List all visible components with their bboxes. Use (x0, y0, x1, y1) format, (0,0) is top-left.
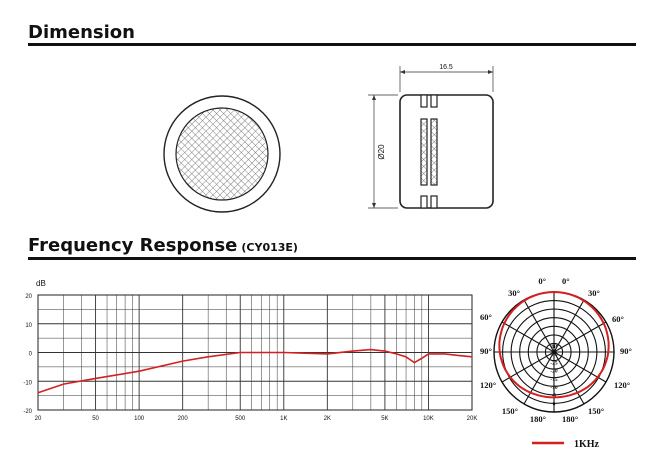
y-tick-label: -20 (23, 409, 32, 415)
polar-angle-label: 0° (562, 276, 570, 286)
polar-angle-label: 60° (612, 314, 624, 324)
polar-ring-label: -30 (550, 352, 558, 358)
polar-pattern-chart: dB -30 -25 -20 -15 -10 -5 0 0° 0° 30° 30° 60° 60° 90°… (480, 276, 632, 450)
capsule-side-slots (420, 118, 438, 186)
y-tick-label: 10 (25, 323, 32, 329)
polar-spokes (494, 292, 614, 412)
dimension-heading: Dimension (28, 22, 135, 43)
frequency-response-curve (37, 348, 473, 394)
polar-ring-label: -20 (550, 369, 558, 375)
polar-angle-label: 150° (588, 406, 604, 416)
section-divider (28, 257, 636, 260)
polar-ring-label: -25 (550, 360, 558, 366)
y-tick-label: 0 (29, 352, 33, 358)
polar-pattern-curve (498, 290, 610, 399)
polar-angle-label: 0° (538, 276, 546, 286)
x-tick-label: 200 (178, 416, 189, 422)
polar-ring-label: -10 (550, 385, 558, 391)
capsule-front-view-drawing (163, 95, 281, 213)
capsule-mesh-grille (175, 107, 269, 201)
x-tick-label: 20K (467, 416, 478, 422)
polar-angle-label: 180° (562, 414, 578, 424)
capsule-side-view-drawing: 16.5 Ø20 (368, 64, 494, 209)
frequency-response-model: (CY013E) (241, 241, 298, 254)
x-tick-label: 100 (134, 416, 145, 422)
polar-angle-label: 30° (588, 288, 600, 298)
polar-angle-label: 150° (502, 406, 518, 416)
polar-angle-label: 30° (508, 288, 520, 298)
frequency-response-heading: Frequency Response (CY013E) (28, 235, 298, 256)
diameter-dimension-label: Ø20 (377, 144, 386, 160)
section-divider (28, 43, 636, 46)
polar-angle-label: 90° (480, 346, 492, 356)
y-tick-label: 20 (25, 294, 32, 300)
polar-ring-label: 0 (553, 401, 556, 407)
polar-spoke (523, 299, 585, 405)
polar-angle-label: 180° (530, 414, 546, 424)
polar-angle-label: 120° (614, 380, 630, 390)
frequency-response-grid (37, 294, 473, 411)
y-tick-label: -10 (23, 380, 32, 386)
capsule-side-body (399, 94, 494, 209)
polar-ring-label: -15 (550, 377, 558, 383)
polar-ring-label: -5 (552, 393, 557, 399)
x-tick-label: 5K (381, 416, 388, 422)
x-tick-label: 1K (280, 416, 287, 422)
x-tick-label: 500 (235, 416, 246, 422)
polar-ring-label: dB (551, 344, 558, 350)
width-dimension-label: 16.5 (439, 64, 453, 71)
polar-angle-label: 90° (620, 346, 632, 356)
y-axis-label: dB (36, 279, 46, 288)
x-tick-label: 2K (324, 416, 331, 422)
polar-angle-label: 60° (480, 312, 492, 322)
polar-angle-label: 120° (480, 380, 496, 390)
x-tick-label: 10K (423, 416, 434, 422)
legend-label-1khz: 1KHz (574, 439, 600, 450)
frequency-response-title: Frequency Response (28, 235, 238, 256)
x-tick-label: 20 (35, 416, 42, 422)
x-tick-label: 50 (92, 416, 99, 422)
